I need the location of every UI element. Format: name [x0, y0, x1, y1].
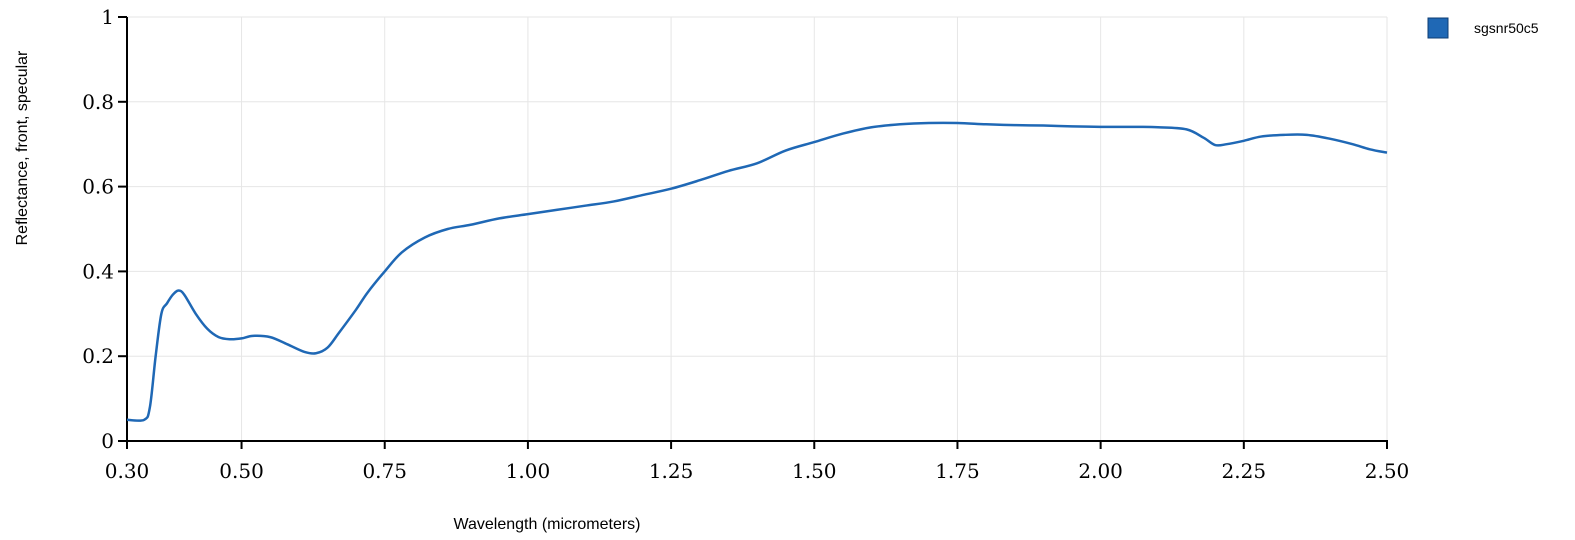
series	[126, 121, 1388, 422]
x-ticks: 0.30 0.50 0.75 1.00 1.25 1.50 1.75 2.00 2.25 2.50	[105, 441, 1410, 483]
y-tick-label: 0	[101, 429, 114, 453]
grid	[126, 16, 1388, 442]
axes	[126, 17, 1388, 442]
legend: sgsnr50c5	[1427, 17, 1539, 39]
y-tick-label: 0.6	[82, 175, 114, 199]
y-tick-label: 1	[101, 5, 114, 29]
x-tick-label: 2.00	[1078, 459, 1123, 483]
y-tick-label: 0.8	[82, 90, 114, 114]
x-tick-label: 0.75	[362, 459, 407, 483]
y-tick-label: 0.4	[82, 259, 114, 283]
y-axis-title: Reflectance, front, specular	[14, 50, 31, 245]
x-tick-label: 1.50	[792, 459, 837, 483]
x-tick-label: 1.75	[935, 459, 980, 483]
x-tick-label: 0.30	[105, 459, 150, 483]
x-tick-label: 2.50	[1365, 459, 1410, 483]
x-tick-label: 2.25	[1222, 459, 1267, 483]
y-ticks: 0 0.2 0.4 0.6 0.8 1	[82, 5, 127, 453]
x-tick-label: 1.00	[506, 459, 551, 483]
legend-label: sgsnr50c5	[1474, 20, 1539, 36]
x-tick-label: 0.50	[219, 459, 264, 483]
x-tick-label: 1.25	[649, 459, 694, 483]
legend-swatch	[1427, 17, 1449, 39]
y-tick-label: 0.2	[82, 344, 114, 368]
series-line-sgsnr50c5	[126, 121, 1388, 422]
x-axis-title: Wavelength (micrometers)	[453, 516, 640, 533]
